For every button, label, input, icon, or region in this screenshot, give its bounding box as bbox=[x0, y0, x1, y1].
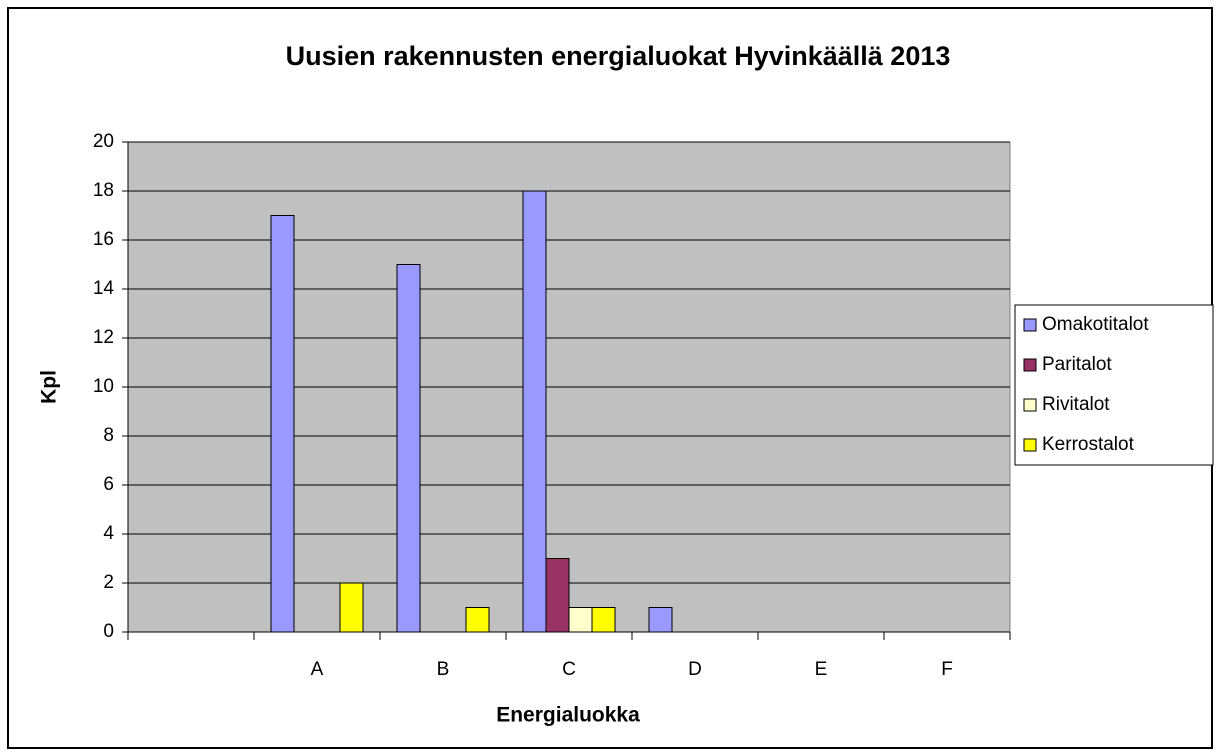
bar bbox=[568, 607, 593, 633]
legend-swatch bbox=[1023, 358, 1037, 372]
legend bbox=[1014, 304, 1214, 466]
legend-label: Rivitalot bbox=[1042, 394, 1110, 415]
bar bbox=[396, 264, 421, 633]
x-tick-label: A bbox=[311, 659, 324, 680]
bar bbox=[522, 190, 547, 633]
x-tick-label: D bbox=[688, 659, 702, 680]
y-axis-title: Kpl bbox=[38, 370, 61, 404]
legend-label: Paritalot bbox=[1042, 354, 1112, 375]
y-tick-label: 4 bbox=[103, 523, 114, 544]
legend-swatch bbox=[1023, 438, 1037, 452]
y-tick-label: 6 bbox=[103, 474, 114, 495]
x-axis-title: Energialuokka bbox=[496, 704, 640, 727]
legend-label: Kerrostalot bbox=[1042, 434, 1135, 455]
x-tick-label: F bbox=[941, 659, 953, 680]
legend-label: Omakotitalot bbox=[1042, 314, 1149, 335]
y-tick-label: 10 bbox=[93, 376, 114, 397]
chart-title: Uusien rakennusten energialuokat Hyvinkä… bbox=[286, 41, 951, 71]
bar bbox=[648, 607, 673, 633]
x-tick-label: B bbox=[437, 659, 450, 680]
y-tick-label: 8 bbox=[103, 425, 114, 446]
y-tick-label: 0 bbox=[103, 621, 114, 642]
y-tick-label: 16 bbox=[93, 229, 114, 250]
y-tick-label: 18 bbox=[93, 180, 114, 201]
y-tick-label: 12 bbox=[93, 327, 114, 348]
bar bbox=[465, 607, 490, 633]
y-tick-label: 14 bbox=[93, 278, 115, 299]
bar bbox=[270, 215, 295, 633]
bar bbox=[545, 558, 570, 633]
bar bbox=[591, 607, 616, 633]
legend-swatch bbox=[1023, 398, 1037, 412]
x-tick-label: C bbox=[562, 659, 576, 680]
y-tick-label: 2 bbox=[103, 572, 114, 593]
bar bbox=[339, 582, 364, 633]
legend-swatch bbox=[1023, 318, 1037, 332]
x-tick-label: E bbox=[815, 659, 828, 680]
y-tick-label: 20 bbox=[93, 131, 114, 152]
